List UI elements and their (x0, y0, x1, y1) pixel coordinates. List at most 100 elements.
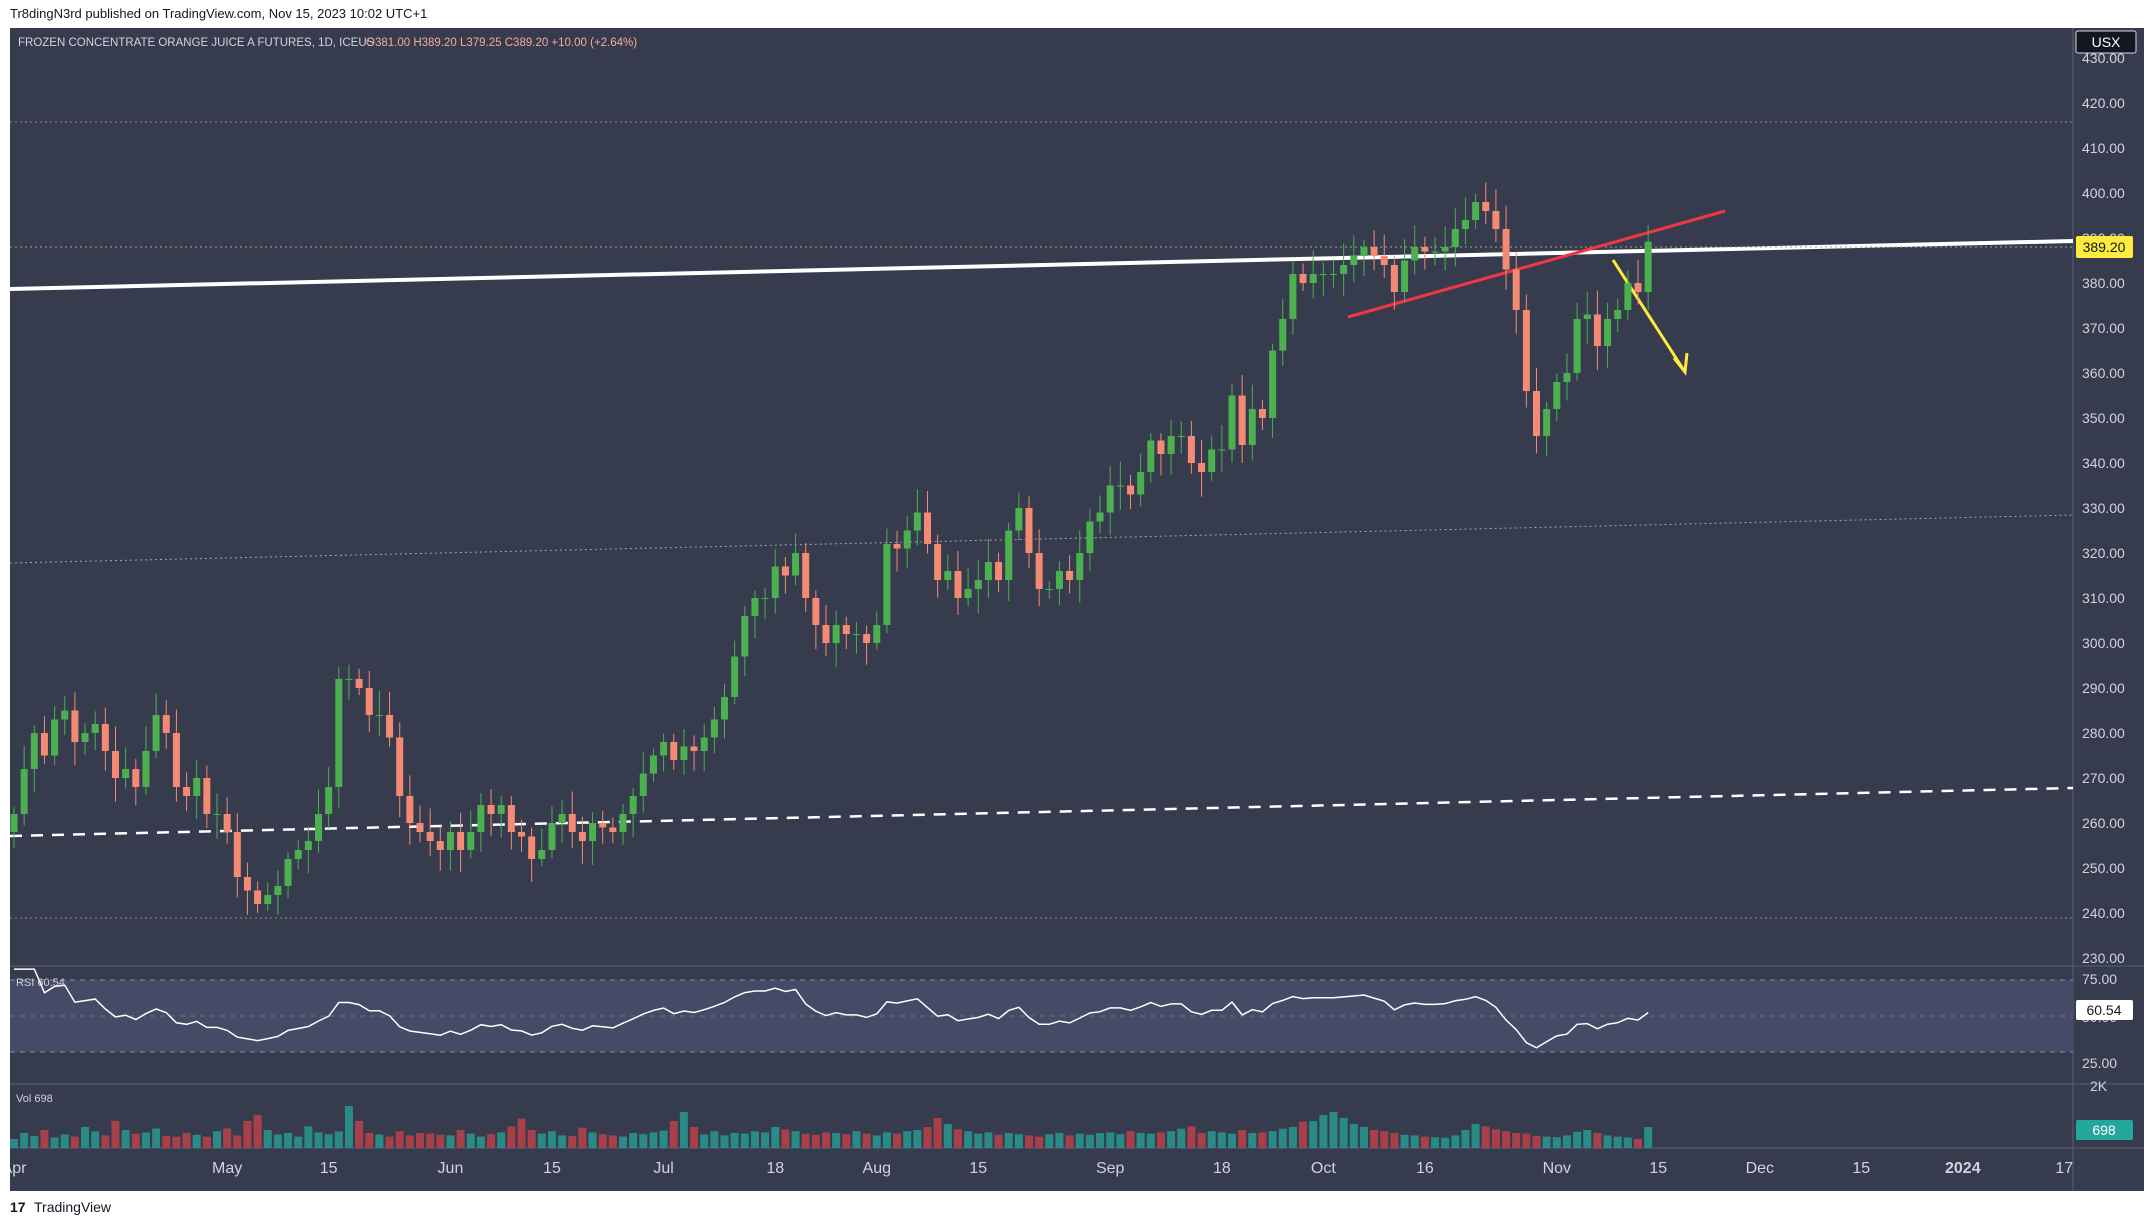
candle[interactable] (1076, 530, 1084, 603)
candle[interactable] (81, 723, 89, 755)
candle[interactable] (1025, 496, 1033, 569)
candle[interactable] (1096, 495, 1104, 534)
candle[interactable] (20, 745, 28, 826)
candle[interactable] (944, 554, 952, 590)
candle[interactable] (61, 695, 69, 736)
candle[interactable] (863, 625, 871, 665)
candle[interactable] (792, 533, 800, 586)
candle[interactable] (1340, 243, 1348, 297)
candle[interactable] (1228, 383, 1236, 463)
candle[interactable] (538, 828, 546, 867)
candle[interactable] (1370, 230, 1378, 270)
candle[interactable] (203, 765, 211, 828)
candle[interactable] (335, 667, 343, 809)
candle[interactable] (974, 559, 982, 614)
candle[interactable] (1157, 433, 1165, 476)
candle[interactable] (568, 791, 576, 849)
candle[interactable] (112, 726, 119, 802)
candle[interactable] (1522, 294, 1530, 408)
candle[interactable] (1502, 205, 1510, 290)
candle[interactable] (274, 870, 282, 915)
candle[interactable] (1055, 561, 1063, 606)
rising-trendline[interactable] (1347, 209, 1726, 319)
candle[interactable] (690, 735, 698, 771)
candle[interactable] (1461, 197, 1469, 245)
candle[interactable] (1309, 250, 1317, 299)
candle[interactable] (1492, 189, 1500, 242)
candle[interactable] (731, 640, 739, 705)
candle[interactable] (1015, 492, 1023, 541)
candle[interactable] (1330, 259, 1337, 288)
resistance-trendline[interactable] (9, 239, 2074, 291)
candle[interactable] (1208, 435, 1216, 481)
candle[interactable] (1350, 235, 1358, 282)
candle[interactable] (355, 668, 363, 696)
candle[interactable] (416, 805, 424, 843)
candle[interactable] (954, 550, 962, 615)
candle[interactable] (1604, 302, 1612, 369)
candle[interactable] (873, 611, 881, 650)
candle[interactable] (1005, 522, 1013, 602)
candle[interactable] (1045, 580, 1053, 599)
candle[interactable] (132, 759, 140, 806)
currency-box[interactable] (2075, 30, 2137, 54)
candle[interactable] (771, 549, 779, 614)
candle[interactable] (1258, 400, 1266, 430)
candle[interactable] (528, 827, 536, 883)
candle[interactable] (193, 759, 201, 820)
candle[interactable] (1512, 251, 1520, 334)
candle[interactable] (1482, 182, 1490, 225)
candle[interactable] (599, 810, 607, 844)
candle[interactable] (487, 788, 495, 836)
candle[interactable] (1431, 236, 1439, 266)
candle[interactable] (1421, 236, 1429, 270)
candle[interactable] (497, 795, 505, 838)
candle[interactable] (639, 752, 647, 813)
candle[interactable] (254, 881, 262, 913)
candle[interactable] (1299, 263, 1307, 292)
candle[interactable] (40, 716, 48, 764)
candle[interactable] (964, 568, 972, 607)
candle[interactable] (345, 664, 353, 700)
candle[interactable] (680, 728, 688, 775)
candle[interactable] (609, 817, 617, 844)
volume-bars[interactable] (10, 1106, 1653, 1148)
candle[interactable] (781, 556, 789, 594)
candle[interactable] (924, 491, 931, 554)
candle[interactable] (1533, 367, 1540, 454)
price-axis[interactable]: 430.00420.00410.00400.00390.00380.00370.… (2082, 50, 2125, 966)
candle[interactable] (264, 882, 272, 911)
candle[interactable] (1401, 239, 1409, 303)
candle[interactable] (457, 812, 465, 873)
time-axis[interactable]: Apr May 15 Jun 15 Jul 18 Aug 15 Sep 18 Oct 16 Nov 15 De… (2, 1160, 2074, 1177)
candle[interactable] (1614, 298, 1622, 333)
candle[interactable] (162, 700, 170, 749)
candlestick-chart[interactable]: FROZEN CONCENTRATE ORANGE JUICE A FUTURE… (2, 28, 2144, 1191)
candle[interactable] (1035, 529, 1043, 607)
candle[interactable] (122, 747, 130, 789)
candle[interactable] (842, 616, 850, 650)
candle[interactable] (426, 808, 434, 856)
candle[interactable] (1066, 555, 1074, 594)
candle[interactable] (315, 789, 322, 853)
candle[interactable] (183, 772, 191, 812)
candle[interactable] (995, 552, 1003, 593)
candle[interactable] (1411, 225, 1419, 275)
candle[interactable] (30, 725, 38, 793)
candle[interactable] (710, 706, 718, 754)
support-trendline[interactable] (9, 786, 2074, 838)
candle[interactable] (852, 622, 860, 654)
candle[interactable] (446, 821, 454, 871)
candle[interactable] (1279, 299, 1287, 366)
candle[interactable] (304, 826, 312, 874)
candle[interactable] (1086, 508, 1094, 572)
down-arrow-shaft[interactable] (1611, 259, 1687, 373)
candle[interactable] (467, 810, 475, 859)
candle[interactable] (1198, 439, 1206, 497)
candle[interactable] (1583, 291, 1591, 344)
candle[interactable] (1390, 255, 1398, 310)
rsi-line[interactable] (14, 968, 1649, 1049)
candle[interactable] (832, 610, 840, 668)
candle[interactable] (375, 690, 383, 737)
candle[interactable] (984, 538, 992, 599)
